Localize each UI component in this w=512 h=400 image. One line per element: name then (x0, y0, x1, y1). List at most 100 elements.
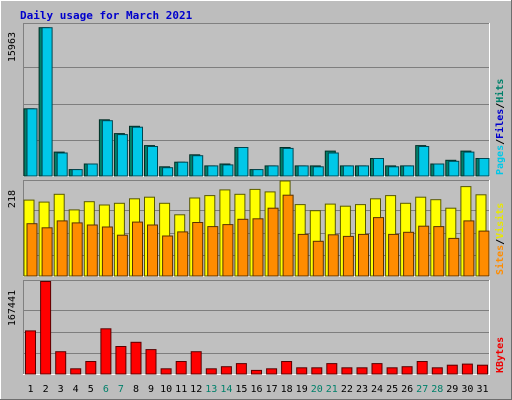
legend-entry: / (495, 103, 506, 109)
x-tick-label-day-30: 30 (461, 384, 473, 395)
x-tick-label-day-15: 15 (235, 384, 247, 395)
bar-files-day-7 (116, 134, 128, 177)
panel-bottom-background (23, 280, 490, 375)
bar-kbytes-day-9 (145, 349, 157, 375)
bar-files-day-30 (463, 151, 475, 177)
bar-files-day-1 (26, 108, 38, 177)
bar-sites-day-10 (162, 235, 174, 277)
bar-kbytes-day-30 (461, 363, 473, 375)
bar-sites-day-7 (116, 234, 128, 277)
bar-sites-day-22 (342, 235, 354, 277)
bar-files-day-12 (192, 155, 204, 177)
bar-files-day-3 (56, 152, 68, 177)
bar-sites-day-23 (358, 233, 369, 277)
bar-sites-day-19 (297, 233, 309, 277)
bar-kbytes-day-23 (356, 367, 368, 375)
x-tick-label-day-16: 16 (250, 384, 262, 395)
x-tick-label-day-25: 25 (386, 384, 398, 395)
bar-sites-day-20 (312, 240, 324, 277)
bar-sites-day-3 (56, 220, 68, 277)
x-tick-label-day-23: 23 (356, 384, 368, 395)
x-tick-label-day-17: 17 (266, 384, 278, 395)
x-tick-label-day-2: 2 (43, 384, 49, 395)
bar-sites-day-29 (448, 237, 460, 277)
bar-kbytes-day-6 (100, 328, 112, 375)
x-axis-tick-labels: 1 2 3 4 5 6 7 8 9 10 11 12 13 14 15 16 17 18 19 20 21 22 23 24 2… (27, 384, 488, 395)
legend-entry: / (495, 139, 506, 145)
bar-files-day-27 (418, 146, 430, 177)
bar-files-day-8 (132, 126, 143, 177)
panel-middle-legend: Sites/Visits (494, 203, 506, 275)
x-tick-label-day-1: 1 (27, 384, 33, 395)
bar-kbytes-day-12 (190, 351, 202, 375)
bar-kbytes-day-26 (401, 366, 413, 375)
bar-files-day-26 (403, 165, 415, 177)
panel-middle: 218 Sites/Visits (7, 180, 506, 277)
bar-files-day-28 (433, 163, 445, 177)
bar-kbytes-day-17 (266, 368, 278, 375)
x-tick-label-day-18: 18 (281, 384, 293, 395)
bar-sites-day-1 (26, 223, 38, 277)
bar-files-day-14 (222, 164, 234, 177)
bar-sites-day-24 (373, 217, 384, 277)
x-tick-label-day-21: 21 (326, 384, 338, 395)
bar-files-day-21 (327, 152, 339, 177)
chart-title: Daily usage for March 2021 (20, 9, 193, 22)
bar-files-day-24 (373, 158, 384, 177)
x-tick-label-day-4: 4 (73, 384, 79, 395)
legend-entry: Hits (494, 79, 506, 103)
x-tick-label-day-20: 20 (311, 384, 323, 395)
bar-kbytes-day-20 (311, 367, 323, 375)
bar-sites-day-31 (478, 230, 490, 277)
bar-sites-day-4 (71, 222, 83, 277)
bar-kbytes-day-25 (386, 367, 398, 375)
bar-sites-day-15 (237, 218, 249, 277)
x-tick-label-day-6: 6 (103, 384, 109, 395)
x-tick-label-day-19: 19 (296, 384, 308, 395)
x-tick-label-day-10: 10 (160, 384, 172, 395)
bar-files-day-22 (342, 165, 354, 177)
bar-sites-day-5 (86, 224, 98, 277)
x-tick-label-day-26: 26 (401, 384, 413, 395)
bar-files-day-19 (297, 165, 309, 177)
bar-kbytes-day-1 (25, 330, 36, 375)
bar-kbytes-day-13 (205, 368, 217, 375)
legend-entry: Sites (494, 245, 506, 275)
bar-files-day-17 (267, 165, 279, 177)
bar-kbytes-day-8 (130, 341, 142, 375)
bar-files-day-15 (237, 147, 249, 177)
bar-kbytes-day-29 (446, 364, 458, 375)
bar-sites-day-11 (177, 231, 189, 277)
bar-kbytes-day-10 (160, 368, 172, 375)
x-tick-label-day-7: 7 (118, 384, 124, 395)
bar-files-day-11 (177, 161, 189, 177)
bar-sites-day-9 (147, 224, 158, 277)
panel-bottom-max-label: 167441 (7, 290, 18, 326)
bar-kbytes-day-4 (70, 368, 82, 375)
bar-sites-day-14 (222, 224, 234, 277)
x-tick-label-day-29: 29 (446, 384, 458, 395)
bar-sites-day-18 (282, 194, 294, 277)
x-tick-label-day-12: 12 (190, 384, 202, 395)
x-tick-label-day-8: 8 (133, 384, 139, 395)
bar-kbytes-day-18 (281, 361, 293, 375)
bar-files-day-13 (207, 165, 219, 177)
bar-files-day-29 (448, 160, 460, 177)
bar-kbytes-day-22 (341, 367, 353, 375)
bar-files-day-16 (252, 169, 264, 177)
bar-kbytes-day-19 (296, 367, 308, 375)
bar-files-day-6 (101, 120, 113, 177)
bar-files-day-9 (147, 146, 158, 177)
x-tick-label-day-3: 3 (58, 384, 64, 395)
bar-kbytes-day-2 (40, 281, 52, 375)
bar-kbytes-day-7 (115, 346, 127, 375)
x-tick-label-day-9: 9 (148, 384, 154, 395)
bar-files-day-18 (282, 147, 294, 177)
bar-files-day-23 (358, 165, 369, 177)
bar-files-day-2 (41, 27, 53, 177)
bar-sites-day-16 (252, 218, 264, 277)
bar-sites-day-30 (463, 220, 475, 277)
